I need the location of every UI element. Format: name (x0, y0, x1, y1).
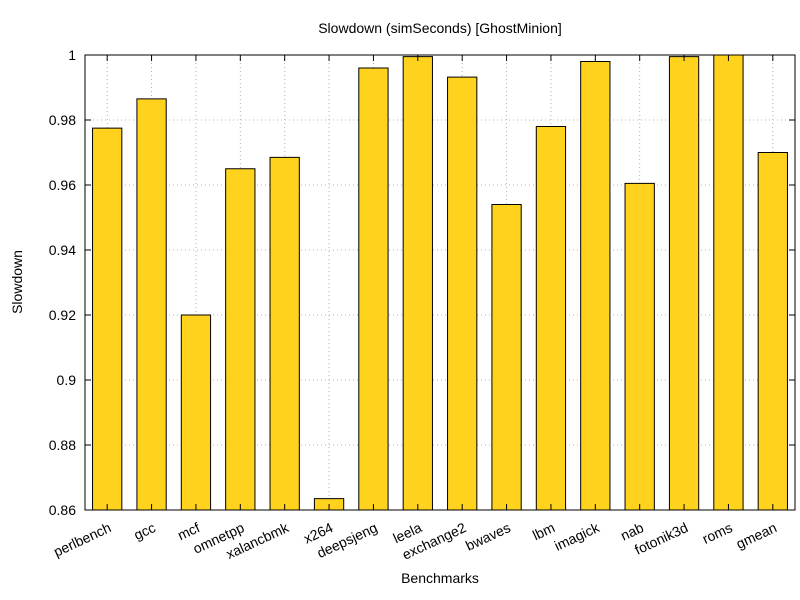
x-tick-label: gcc (131, 519, 158, 543)
x-tick-label: bwaves (463, 519, 513, 554)
y-tick-label: 0.96 (49, 177, 76, 193)
y-tick-label: 0.94 (49, 242, 76, 258)
x-tick-label: gmean (734, 519, 780, 552)
y-tick-label: 0.98 (49, 112, 76, 128)
x-tick-label: perlbench (51, 519, 113, 559)
bar-roms (713, 54, 744, 511)
y-tick-label: 1 (68, 47, 76, 63)
bar-leela (402, 56, 433, 511)
bar-deepsjeng (358, 67, 389, 511)
y-tick-label: 0.88 (49, 437, 76, 453)
chart-title: Slowdown (simSeconds) [GhostMinion] (318, 20, 562, 36)
bar-gcc (136, 98, 167, 511)
y-tick-label: 0.9 (57, 372, 77, 388)
y-tick-label: 0.92 (49, 307, 76, 323)
bar-mcf (180, 314, 212, 511)
bar-imagick (580, 61, 611, 511)
bar-xalancbmk (269, 156, 300, 511)
bar-omnetpp (225, 168, 256, 511)
bar-exchange2 (447, 76, 478, 511)
bar-lbm (535, 126, 567, 511)
y-axis-title: Slowdown (9, 250, 25, 314)
y-tick-label: 0.86 (49, 502, 76, 518)
bars (92, 54, 788, 511)
plot-frame (84, 54, 796, 511)
bar-nab (624, 182, 655, 511)
x-axis-title: Benchmarks (401, 570, 479, 586)
bar-bwaves (491, 204, 522, 511)
x-tick-label: roms (700, 519, 735, 547)
y-axis: 0.86 0.88 0.9 0.92 0.94 0.96 0.98 1 (49, 47, 795, 518)
bar-perlbench (92, 127, 123, 511)
x-tick-label: imagick (552, 519, 603, 554)
bar-fotonik3d (668, 56, 700, 511)
bar-gmean (757, 152, 788, 511)
